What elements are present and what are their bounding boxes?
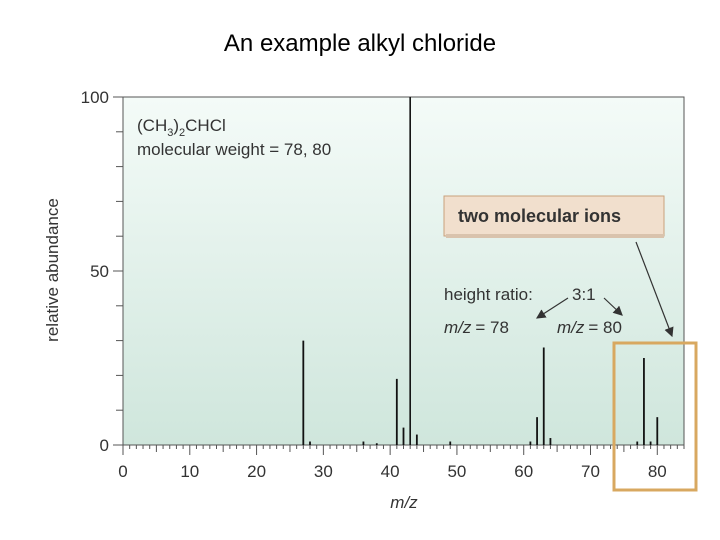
x-tick-label: 60 xyxy=(514,462,533,481)
y-axis: 0 50 100 xyxy=(81,88,123,455)
x-tick-label: 0 xyxy=(118,462,127,481)
molecular-weight-annotation: molecular weight = 78, 80 xyxy=(137,140,331,159)
x-tick-label: 70 xyxy=(581,462,600,481)
x-tick-label: 30 xyxy=(314,462,333,481)
y-tick-label: 100 xyxy=(81,88,109,107)
x-tick-label: 80 xyxy=(648,462,667,481)
height-ratio-value: 3:1 xyxy=(572,285,596,304)
x-axis: 0 10 20 30 40 50 60 70 80 xyxy=(118,445,685,481)
x-tick-label: 40 xyxy=(381,462,400,481)
slide-title: An example alkyl chloride xyxy=(223,30,497,57)
height-ratio-label: height ratio: xyxy=(444,285,533,304)
molecular-ions-label: two molecular ions xyxy=(458,206,621,226)
mz80-label: m/z = 80 xyxy=(557,318,622,337)
y-tick-label: 0 xyxy=(100,436,109,455)
x-tick-label: 10 xyxy=(180,462,199,481)
arrow-to-mz80 xyxy=(603,297,623,316)
x-axis-label: m/z xyxy=(390,493,418,512)
molecular-ion-highlight-box xyxy=(612,341,698,492)
y-axis-label: relative abundance xyxy=(43,198,62,342)
mz78-label: m/z = 78 xyxy=(444,318,509,337)
spectrum-bars xyxy=(302,97,659,445)
molecular-ions-callout xyxy=(443,195,665,237)
x-tick-label: 50 xyxy=(447,462,466,481)
arrow-callout-to-peaks xyxy=(635,241,674,338)
arrow-to-mz78 xyxy=(535,297,569,319)
x-tick-label: 20 xyxy=(247,462,266,481)
plot-area xyxy=(122,96,685,446)
y-tick-label: 50 xyxy=(90,262,109,281)
formula-annotation: (CH3)2CHCl xyxy=(137,116,226,139)
